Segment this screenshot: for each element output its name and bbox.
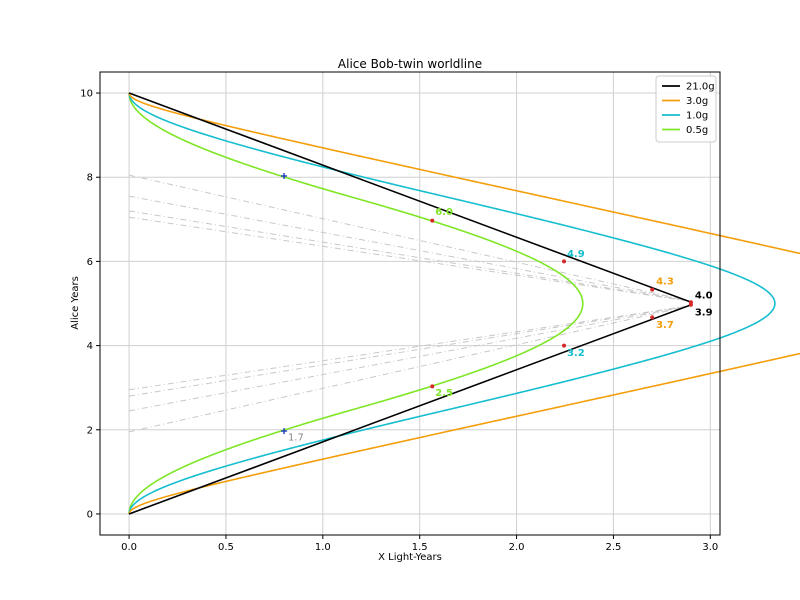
x-tick-label: 1.0 — [315, 542, 331, 553]
proper-time-labels: 6.0 2.5 4.9 3.2 4.3 3.7 4.0 3.9 1.7 — [288, 207, 713, 443]
x-axis-label: X Light-Years — [378, 552, 442, 563]
simultaneity-line — [128, 305, 692, 397]
y-tick-label: 8 — [87, 173, 93, 184]
event-dot — [562, 259, 567, 264]
legend-box — [655, 75, 717, 143]
chart-title: Alice Bob-twin worldline — [338, 57, 482, 71]
x-tick-label: 3.0 — [702, 542, 718, 553]
simultaneity-line — [128, 216, 692, 302]
proper-time-label: 4.9 — [567, 249, 585, 260]
x-tick-label: 0.0 — [121, 542, 137, 553]
proper-time-label: 4.3 — [656, 277, 674, 288]
simultaneity-line — [128, 305, 692, 412]
simultaneity-lines — [128, 174, 692, 433]
event-dot — [650, 287, 655, 292]
proper-time-label: 6.0 — [435, 207, 453, 218]
event-dot — [430, 218, 435, 223]
simultaneity-line — [128, 210, 692, 302]
event-dot — [688, 302, 693, 307]
proper-time-label: 4.0 — [695, 290, 713, 301]
simultaneity-line — [128, 305, 692, 433]
event-dot — [562, 343, 567, 348]
legend-label: 21.0g — [686, 82, 715, 93]
x-axis-ticks: 0.0 0.5 1.0 1.5 2.0 2.5 3.0 — [121, 535, 718, 553]
simultaneity-line — [128, 174, 692, 302]
legend: 21.0g 3.0g 1.0g 0.5g — [655, 75, 717, 143]
y-tick-label: 10 — [80, 89, 93, 100]
simultaneity-line — [128, 305, 692, 391]
simultaneity-line — [128, 195, 692, 302]
x-tick-label: 2.5 — [605, 542, 621, 553]
y-axis-ticks: 0 2 4 6 8 10 — [80, 89, 100, 520]
legend-label: 0.5g — [686, 125, 708, 136]
event-markers — [281, 172, 693, 435]
proper-time-label: 3.7 — [656, 320, 674, 331]
worldline-1.0g — [128, 92, 776, 515]
worldline-0.5g — [128, 93, 584, 514]
plot-frame — [99, 71, 721, 536]
proper-time-label: 1.7 — [288, 432, 304, 443]
proper-time-label: 3.9 — [695, 307, 713, 318]
y-tick-label: 6 — [87, 257, 93, 268]
event-dot — [430, 384, 435, 389]
legend-label: 1.0g — [686, 111, 708, 122]
proper-time-label: 3.2 — [567, 348, 585, 359]
y-tick-label: 4 — [87, 341, 93, 352]
y-tick-label: 0 — [87, 509, 93, 520]
proper-time-label: 2.5 — [435, 388, 453, 399]
legend-label: 3.0g — [686, 96, 708, 107]
x-tick-label: 2.0 — [509, 542, 525, 553]
worldline-3.0g — [128, 92, 800, 515]
x-tick-label: 0.5 — [218, 542, 234, 553]
event-dot — [650, 315, 655, 320]
y-tick-label: 2 — [87, 425, 93, 436]
x-tick-label: 1.5 — [412, 542, 428, 553]
grid — [100, 72, 720, 535]
y-axis-label: Alice Years — [70, 276, 81, 330]
